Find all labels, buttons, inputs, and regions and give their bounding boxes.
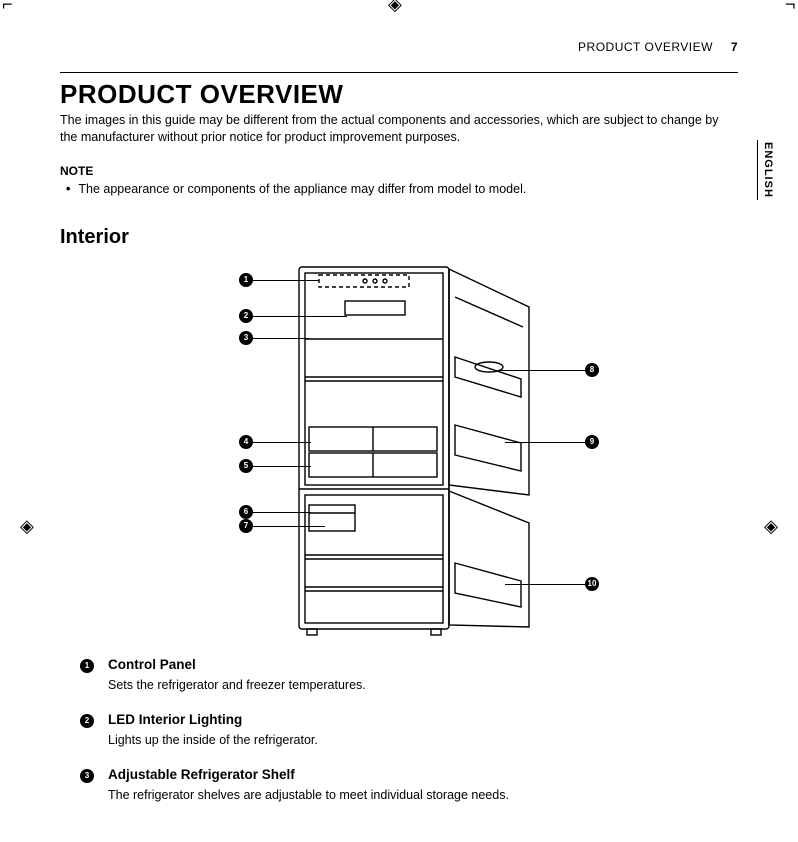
- leader-3: [253, 338, 309, 339]
- registration-right: ◈: [764, 516, 778, 537]
- desc-body: Lights up the inside of the refrigerator…: [108, 733, 318, 747]
- note-list-item: • The appearance or components of the ap…: [66, 182, 738, 196]
- leader-9: [505, 442, 585, 443]
- intro-paragraph: The images in this guide may be differen…: [60, 112, 738, 146]
- fridge-illustration: [169, 257, 629, 637]
- callout-6: 6: [239, 505, 253, 519]
- interior-diagram: 1 2 3 4 5 6 7 8 9 10: [169, 257, 629, 637]
- callout-3: 3: [239, 331, 253, 345]
- crop-mark-top-center: ◈: [388, 0, 402, 15]
- leader-1: [253, 280, 319, 281]
- leader-7: [253, 526, 325, 527]
- leader-5: [253, 466, 311, 467]
- description-item: 2 LED Interior Lighting Lights up the in…: [80, 712, 738, 747]
- desc-text: Control Panel Sets the refrigerator and …: [108, 657, 366, 692]
- leader-2: [253, 316, 347, 317]
- desc-number-badge: 1: [80, 659, 94, 673]
- running-header: PRODUCT OVERVIEW 7: [60, 40, 738, 54]
- callout-10: 10: [585, 577, 599, 591]
- desc-body: Sets the refrigerator and freezer temper…: [108, 678, 366, 692]
- leader-6: [253, 512, 311, 513]
- header-section: PRODUCT OVERVIEW: [578, 40, 713, 54]
- language-tab: ENGLISH: [757, 140, 774, 200]
- crop-mark-tl: ⌐: [2, 0, 13, 15]
- callout-9: 9: [585, 435, 599, 449]
- page-title: PRODUCT OVERVIEW: [60, 79, 738, 110]
- callout-1: 1: [239, 273, 253, 287]
- desc-text: Adjustable Refrigerator Shelf The refrig…: [108, 767, 509, 802]
- callout-7: 7: [239, 519, 253, 533]
- page: PRODUCT OVERVIEW 7 PRODUCT OVERVIEW The …: [0, 0, 798, 842]
- desc-number-badge: 2: [80, 714, 94, 728]
- desc-number-badge: 3: [80, 769, 94, 783]
- desc-title: LED Interior Lighting: [108, 712, 318, 727]
- callout-2: 2: [239, 309, 253, 323]
- registration-left: ◈: [20, 516, 34, 537]
- desc-text: LED Interior Lighting Lights up the insi…: [108, 712, 318, 747]
- note-label: NOTE: [60, 164, 738, 178]
- crop-mark-tr: ⌐: [785, 0, 796, 15]
- callout-5: 5: [239, 459, 253, 473]
- description-item: 1 Control Panel Sets the refrigerator an…: [80, 657, 738, 692]
- header-page-number: 7: [731, 40, 738, 54]
- section-subtitle: Interior: [60, 226, 738, 249]
- leader-10: [505, 584, 585, 585]
- description-item: 3 Adjustable Refrigerator Shelf The refr…: [80, 767, 738, 802]
- bullet-icon: •: [66, 182, 70, 196]
- description-list: 1 Control Panel Sets the refrigerator an…: [60, 657, 738, 802]
- leader-8: [499, 370, 585, 371]
- header-rule: [60, 72, 738, 73]
- desc-title: Adjustable Refrigerator Shelf: [108, 767, 509, 782]
- desc-title: Control Panel: [108, 657, 366, 672]
- callout-8: 8: [585, 363, 599, 377]
- note-text: The appearance or components of the appl…: [78, 182, 526, 196]
- callout-4: 4: [239, 435, 253, 449]
- leader-4: [253, 442, 311, 443]
